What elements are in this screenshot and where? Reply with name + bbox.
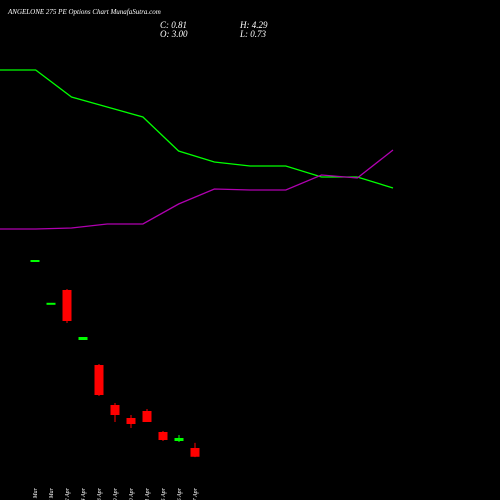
candle-body <box>78 337 88 340</box>
candle-body <box>142 411 152 422</box>
x-tick-label: 09 Apr <box>113 487 119 500</box>
x-tick-label: 08 Apr <box>97 487 103 500</box>
x-tick-label: 15 Apr <box>161 487 167 500</box>
candle-body <box>94 365 104 395</box>
ohlc-label: C: 0.81 <box>160 20 187 30</box>
ohlc-label: L: 0.73 <box>239 29 267 39</box>
x-tick-label: 10 Mar <box>33 487 39 500</box>
x-tick-label: 02 Apr <box>65 487 71 500</box>
ohlc-label: H: 4.29 <box>239 20 268 30</box>
x-tick-label: 10 Apr <box>129 487 135 500</box>
x-tick-label: 11 Apr <box>145 487 151 500</box>
x-tick-label: 17 Apr <box>193 487 199 500</box>
candle-body <box>174 438 184 441</box>
candle-body <box>126 418 136 424</box>
line-series <box>0 149 394 230</box>
candle-body <box>110 405 120 415</box>
candle-body <box>30 260 40 262</box>
chart-title: ANGELONE 275 PE Options Chart MunafaSutr… <box>7 8 161 16</box>
ohlc-label: O: 3.00 <box>160 29 188 39</box>
candle-body <box>62 290 72 321</box>
x-tick-label: 27 Mar <box>49 487 55 500</box>
x-tick-label: 04 Apr <box>80 487 87 500</box>
line-series <box>0 69 394 189</box>
x-tick-label: 16 Apr <box>177 487 183 500</box>
candle-body <box>46 302 56 305</box>
candle-body <box>190 448 200 457</box>
candle-body <box>158 432 168 440</box>
